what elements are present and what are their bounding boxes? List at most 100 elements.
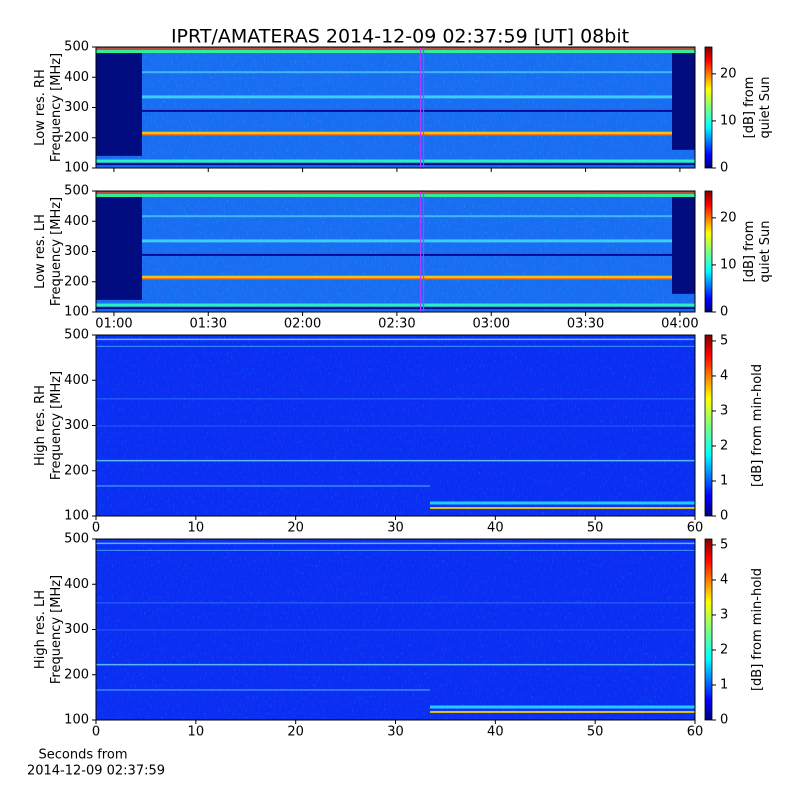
y-tick-label: 200: [64, 667, 89, 682]
y-tick-label: 200: [64, 130, 89, 145]
y-axis-label: Low res. RHFrequency [MHz]: [33, 53, 64, 162]
colorbar-label: [dB] fromquiet Sun: [742, 76, 773, 138]
x-axis-label: Seconds from: [38, 748, 127, 763]
x-tick-label: 40: [487, 521, 504, 536]
y-axis-label: Low res. LHFrequency [MHz]: [33, 197, 64, 306]
spectrogram-feature: [96, 602, 695, 604]
colorbar-label-line: quiet Sun: [758, 76, 773, 138]
y-tick-label: 500: [64, 40, 89, 55]
spectrogram-feature: [96, 95, 695, 99]
colorbar-label: [dB] from min-hold: [750, 568, 765, 691]
spectrogram: [96, 335, 695, 516]
spectrogram-feature: [96, 303, 695, 307]
colorbar-tick-label: 2: [720, 438, 728, 453]
spectrogram-feature: [96, 549, 695, 551]
spectrogram-feature: [96, 159, 695, 163]
colorbar-tick-label: 0: [720, 713, 728, 728]
y-axis-label-line: Frequency [MHz]: [49, 197, 64, 306]
spectrogram-feature: [430, 705, 695, 709]
colorbar-tick-label: 1: [720, 473, 728, 488]
y-tick-label: 300: [64, 100, 89, 115]
spectrogram-feature: [96, 48, 695, 51]
y-tick-label: 300: [64, 622, 89, 637]
spectrogram-feature: [96, 194, 695, 198]
colorbar-tick-label: 10: [720, 113, 737, 128]
x-tick-label: 02:00: [284, 317, 321, 332]
y-tick-label: 400: [64, 70, 89, 85]
spectrogram-feature: [96, 275, 695, 279]
spectrogram-feature: [96, 163, 695, 166]
y-axis-label: High res. LHFrequency [MHz]: [33, 575, 64, 684]
y-tick-label: 500: [64, 328, 89, 343]
spectrogram-feature: [96, 629, 695, 631]
x-tick-label: 60: [687, 521, 704, 536]
spectrogram-feature: [96, 50, 695, 54]
x-tick-label: 10: [188, 725, 205, 740]
spectrogram-texture: [96, 191, 695, 312]
colorbar-tick-label: 4: [720, 368, 728, 383]
spectrogram-feature: [96, 485, 430, 487]
y-axis-label-line: Frequency [MHz]: [49, 371, 64, 480]
spectrogram-feature: [96, 71, 695, 74]
spectrogram-texture: [96, 47, 695, 168]
colorbar-tick-label: 5: [720, 537, 728, 552]
x-tick-label: 0: [92, 521, 100, 536]
y-tick-label: 500: [64, 184, 89, 199]
y-tick-label: 100: [64, 509, 89, 524]
colorbar-tick-label: 2: [720, 642, 728, 657]
colorbar-tick-label: 10: [720, 257, 737, 272]
x-tick-label: 20: [287, 521, 304, 536]
y-tick-label: 200: [64, 274, 89, 289]
y-axis-label-line: High res. RH: [33, 385, 48, 466]
spectrogram-feature: [96, 239, 695, 243]
colorbar-tick-label: 20: [720, 210, 737, 225]
colorbar-tick-label: 0: [720, 509, 728, 524]
x-tick-label: 0: [92, 725, 100, 740]
colorbar-tick-label: 20: [720, 66, 737, 81]
spectrogram-feature: [430, 501, 695, 505]
spectrogram-feature: [96, 215, 695, 218]
spectrogram-feature: [96, 689, 430, 691]
y-tick-label: 100: [64, 713, 89, 728]
y-tick-label: 400: [64, 373, 89, 388]
spectrogram: [96, 47, 695, 168]
spectrogram-feature: [96, 253, 695, 256]
y-tick-label: 300: [64, 244, 89, 259]
colorbar-tick-label: 0: [720, 305, 728, 320]
colorbar-label-line: quiet Sun: [758, 220, 773, 282]
x-tick-label: 04:00: [661, 317, 698, 332]
x-tick-label: 20: [287, 725, 304, 740]
x-tick-label: 50: [587, 725, 604, 740]
x-tick-label: 01:00: [95, 317, 132, 332]
colorbar-tick-label: 4: [720, 572, 728, 587]
x-axis-label: 2014-12-09 02:37:59: [27, 764, 165, 779]
y-axis-label: High res. RHFrequency [MHz]: [33, 371, 64, 480]
spectrogram-feature: [96, 134, 695, 136]
spectrogram-feature: [96, 197, 142, 300]
y-tick-label: 400: [64, 214, 89, 229]
colorbar-label: [dB] fromquiet Sun: [742, 220, 773, 282]
spectrogram-feature: [96, 398, 695, 400]
colorbar-tick-label: 0: [720, 161, 728, 176]
spectrogram-feature: [672, 53, 695, 150]
colorbar-tick-label: 3: [720, 403, 728, 418]
colorbar: [704, 538, 713, 721]
x-tick-label: 50: [587, 521, 604, 536]
x-tick-label: 30: [387, 521, 404, 536]
y-tick-label: 500: [64, 532, 89, 547]
y-axis-label-line: Low res. LH: [33, 214, 48, 289]
spectrogram-feature: [96, 278, 695, 280]
y-tick-label: 100: [64, 161, 89, 176]
colorbar: [704, 46, 713, 169]
spectrogram-feature: [96, 345, 695, 347]
y-axis-label-line: Low res. RH: [33, 69, 48, 146]
spectrogram-feature: [96, 192, 695, 195]
spectrogram-feature: [96, 131, 695, 135]
spectrogram-feature: [96, 53, 142, 156]
x-tick-label: 10: [188, 521, 205, 536]
spectrogram-feature: [430, 506, 695, 509]
colorbar-label-line: [dB] from: [742, 77, 757, 139]
colorbar-tick-label: 5: [720, 333, 728, 348]
y-tick-label: 300: [64, 418, 89, 433]
